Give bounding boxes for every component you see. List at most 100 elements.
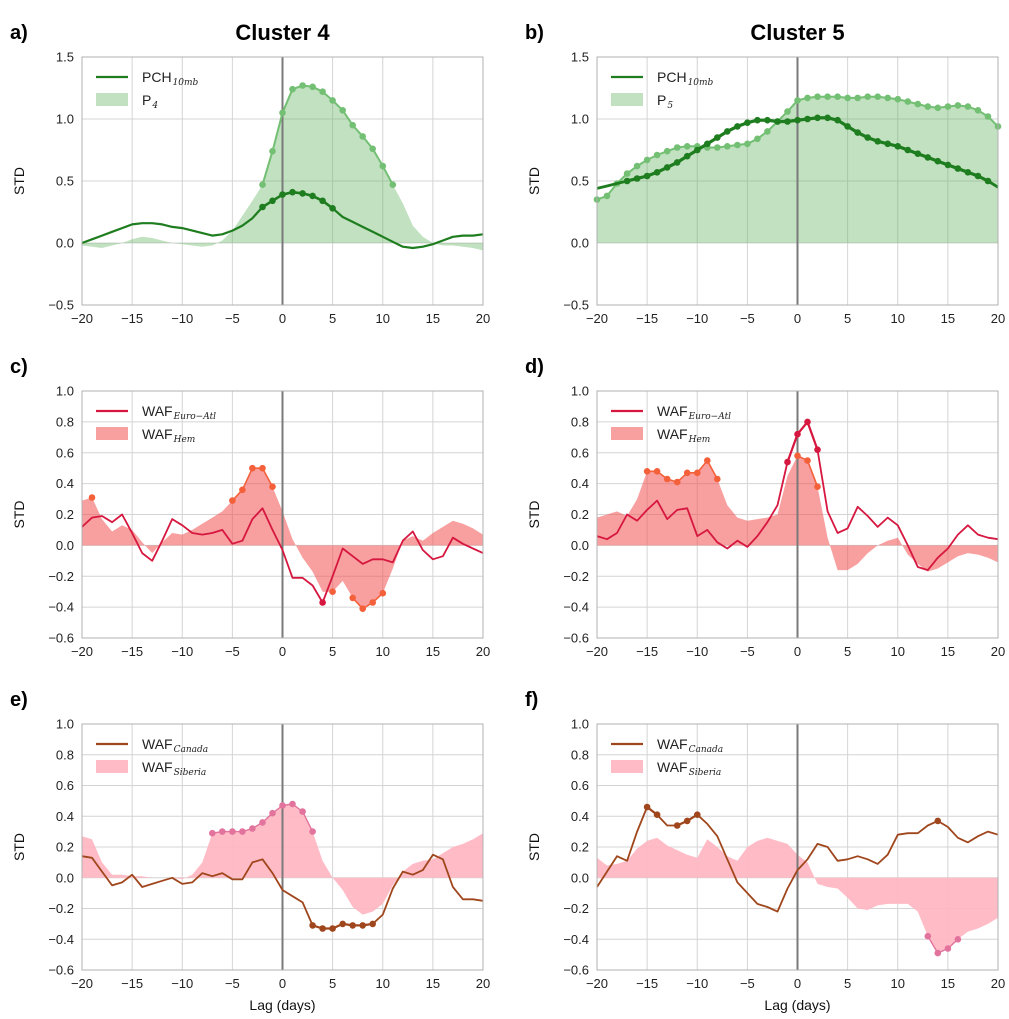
y-tick-label: 0.0 xyxy=(571,538,589,553)
y-tick-label: 0.2 xyxy=(571,840,589,855)
plot-frame xyxy=(596,723,999,971)
series-line-waf-marker xyxy=(934,817,942,825)
series-area-waf-marker xyxy=(249,825,256,832)
legend-entry-name: WAF xyxy=(142,759,173,775)
legend: PCH10mb P5 xyxy=(611,69,714,111)
series-area-waf-marker xyxy=(954,936,962,943)
series-area-p-marker xyxy=(974,107,982,114)
series-area-waf xyxy=(597,837,998,954)
x-tick-label: 20 xyxy=(991,976,1005,991)
series-line-pch-marker xyxy=(289,188,296,196)
y-tick-label: 1.5 xyxy=(571,50,589,65)
legend-entry: WAFHem xyxy=(142,426,195,445)
legend-entry: WAFHem xyxy=(657,426,710,445)
x-tick-label: 0 xyxy=(279,311,286,326)
x-tick-label: 15 xyxy=(941,644,955,659)
y-tick-label: 0.4 xyxy=(56,476,74,491)
legend: PCH10mb P4 xyxy=(96,69,199,111)
series-area-p-marker xyxy=(369,145,377,153)
panel-letter: e) xyxy=(10,689,28,711)
y-tick-label: 0.4 xyxy=(571,476,589,491)
x-tick-label: −10 xyxy=(171,644,193,659)
series-area-waf-marker xyxy=(269,483,276,491)
x-tick-label: 0 xyxy=(279,644,286,659)
x-tick-label: 10 xyxy=(376,976,390,991)
series-line-pch-marker xyxy=(804,115,811,123)
y-tick-label: 0.2 xyxy=(56,840,74,855)
plot-frame xyxy=(81,723,484,971)
series-area-p-marker xyxy=(299,82,306,89)
series-area-p-marker xyxy=(309,83,316,91)
y-tick-label: 0.6 xyxy=(571,445,589,460)
series-line-pch-marker xyxy=(694,146,701,154)
series-line-pch-marker xyxy=(643,172,651,180)
series-area-waf-marker xyxy=(653,468,661,475)
series-line-waf-marker xyxy=(329,925,336,932)
series-line-pch-marker xyxy=(814,114,821,122)
legend-entry-name: WAF xyxy=(142,736,173,752)
x-tick-label: 5 xyxy=(844,976,851,991)
legend-entry-name: WAF xyxy=(142,403,173,419)
series-line-pch-marker xyxy=(774,118,781,125)
series-area-p-marker xyxy=(864,93,871,100)
series-line-pch-marker xyxy=(914,150,922,157)
panel-letter: f) xyxy=(525,689,538,711)
legend-entry-name: WAF xyxy=(657,403,688,419)
series-line-waf-marker xyxy=(319,599,326,606)
series-area-p-marker xyxy=(904,98,912,105)
legend-entry: WAFEuro−Atl xyxy=(657,403,731,422)
panel-title: Cluster 4 xyxy=(235,20,330,45)
legend-entry: WAFCanada xyxy=(657,736,723,755)
series-area-waf-marker xyxy=(259,464,266,472)
legend-entry-name: WAF xyxy=(657,736,688,752)
series-area-p-marker xyxy=(804,94,811,102)
legend-entry: WAFSiberia xyxy=(142,759,206,778)
y-tick-label: 0.8 xyxy=(571,747,589,762)
series-line-pch-marker xyxy=(309,192,316,200)
x-tick-label: −5 xyxy=(740,311,755,326)
legend-entry-name: P xyxy=(142,92,151,108)
legend-entry-subscript: Hem xyxy=(688,435,711,445)
y-axis-label: STD xyxy=(526,167,542,195)
series-area-waf-marker xyxy=(219,828,226,835)
legend-entry: WAFCanada xyxy=(142,736,208,755)
series-line-pch-marker xyxy=(984,177,992,185)
series-area-p-marker xyxy=(653,151,661,159)
series-line-pch-marker xyxy=(279,191,286,198)
series-line-pch-marker xyxy=(944,161,952,169)
series-area-waf-marker xyxy=(694,469,701,477)
panel-a: −20 −15 −10 −5 0 5 10 15 20 −0.5 0.0 0.5 1.0 1.5 STD a)… xyxy=(10,20,490,326)
y-tick-label: 0.0 xyxy=(56,538,74,553)
series-area-p-marker xyxy=(319,88,326,95)
x-tick-label: −10 xyxy=(686,311,708,326)
series-area-waf-marker xyxy=(673,478,681,486)
series-line-pch-marker xyxy=(854,129,861,136)
x-tick-label: 10 xyxy=(376,644,390,659)
legend-entry-subscript: 4 xyxy=(151,101,158,111)
legend-entry-subscript: 5 xyxy=(667,101,673,111)
x-tick-label: −5 xyxy=(225,976,240,991)
legend-entry-name: WAF xyxy=(142,426,173,442)
panel-c: −20 −15 −10 −5 0 5 10 15 20 −0.6 −0.4 −0.2 0.0 0.2 0.4… xyxy=(10,356,490,659)
x-tick-label: −20 xyxy=(586,976,608,991)
series-line-pch-marker xyxy=(734,123,741,130)
y-tick-label: −0.4 xyxy=(563,932,589,947)
series-line-pch-marker xyxy=(794,116,801,124)
y-tick-label: 0.5 xyxy=(56,174,74,189)
series-area-waf-marker xyxy=(704,457,711,464)
series-area-waf-marker xyxy=(88,494,96,501)
series-line-pch-marker xyxy=(269,197,276,205)
series-area-p-marker xyxy=(389,181,397,188)
y-axis-label: STD xyxy=(11,167,27,195)
series-line-pch-marker xyxy=(934,157,942,165)
legend-entry-subscript: 10mb xyxy=(173,78,199,88)
series-area-waf-marker xyxy=(814,483,821,491)
legend-swatch-area xyxy=(96,427,128,440)
panel-letter: a) xyxy=(10,22,28,44)
legend-entry: P5 xyxy=(657,92,673,111)
panel-letter: c) xyxy=(10,356,28,378)
series-line-pch-marker xyxy=(824,114,831,122)
series-area-waf-marker xyxy=(279,802,286,809)
series-area-waf-marker xyxy=(229,828,236,835)
